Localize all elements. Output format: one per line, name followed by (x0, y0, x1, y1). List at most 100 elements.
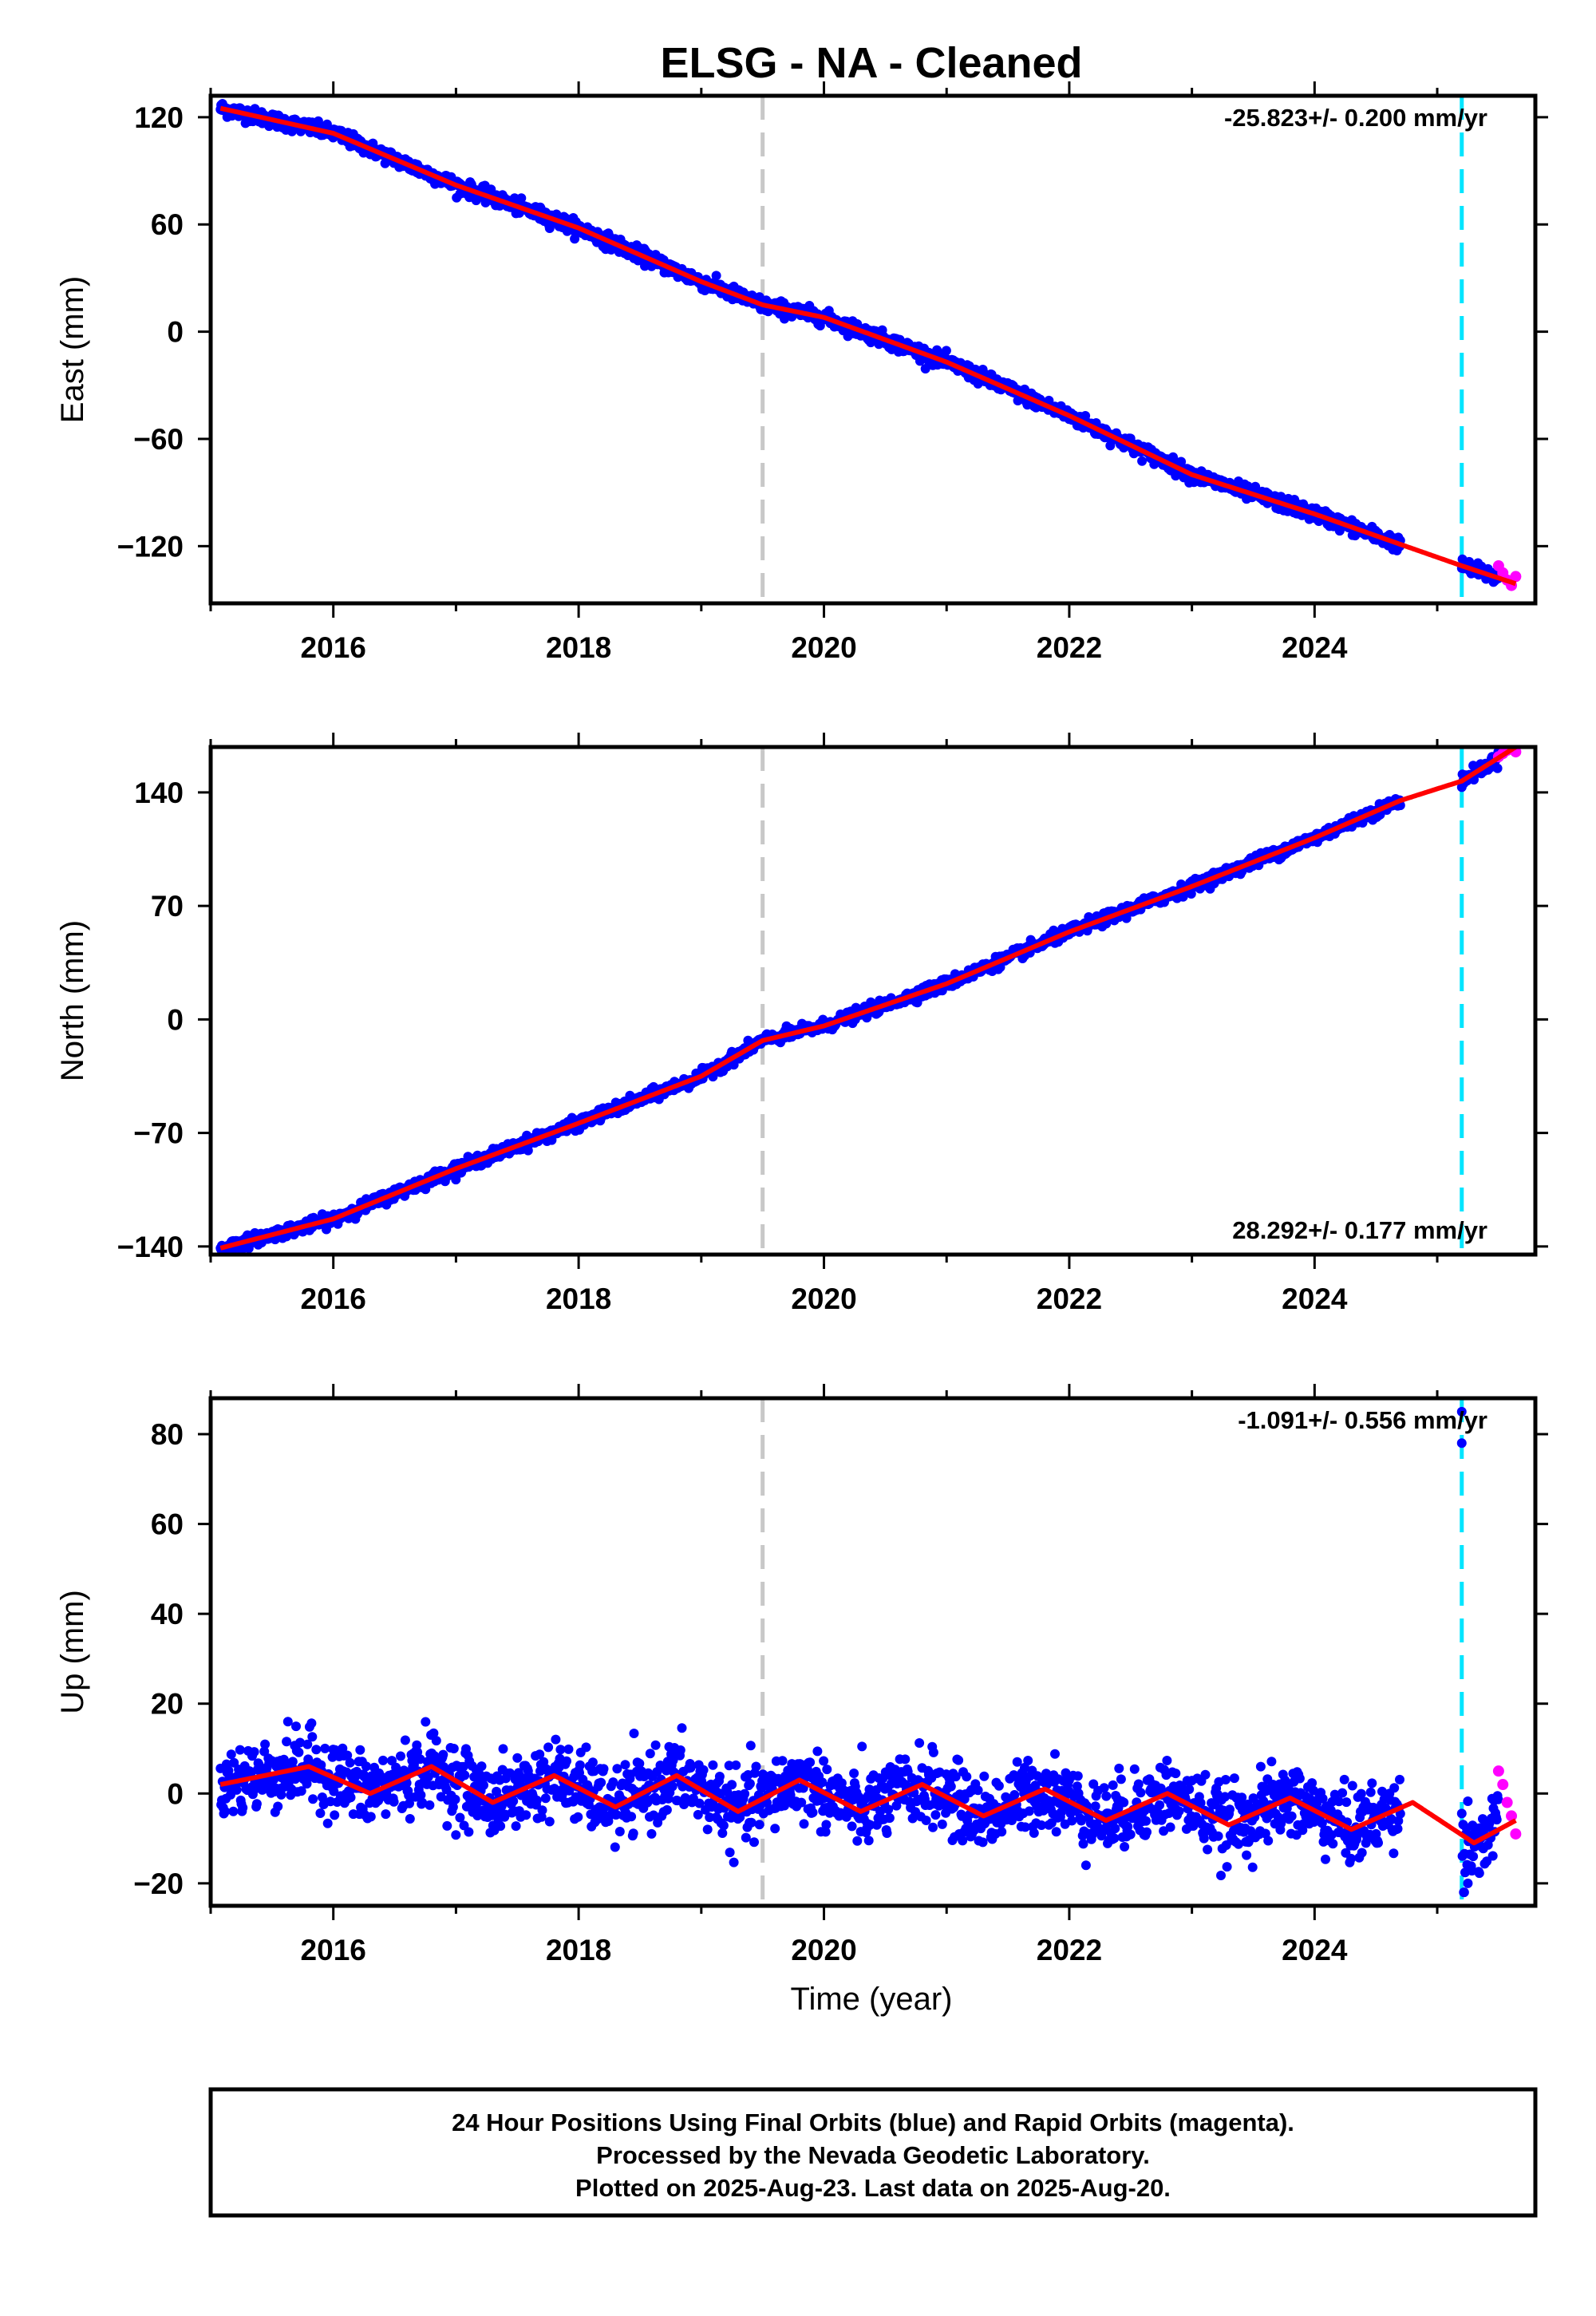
data-point (228, 1806, 239, 1816)
data-point (573, 1812, 583, 1822)
data-point (626, 1812, 637, 1822)
data-point (460, 1770, 470, 1780)
data-point (646, 1828, 657, 1839)
y-tick-label: 120 (134, 101, 184, 134)
model-fit-line (219, 105, 1517, 587)
data-point (1050, 1749, 1060, 1759)
data-point (273, 1801, 283, 1812)
data-point (941, 346, 951, 356)
data-point (745, 1779, 755, 1788)
data-point (381, 1809, 391, 1820)
data-point (863, 1836, 874, 1846)
data-point (540, 1793, 551, 1804)
data-point (231, 1784, 242, 1795)
data-point (954, 1755, 964, 1765)
data-point (405, 1814, 415, 1824)
data-point (821, 1820, 832, 1830)
rapid-point (1510, 571, 1522, 583)
data-point (915, 1738, 925, 1748)
data-point (543, 1742, 554, 1753)
data-point (235, 1745, 245, 1755)
data-point (819, 1756, 829, 1766)
data-point (928, 1747, 938, 1757)
data-point (294, 1747, 304, 1757)
data-point (808, 1808, 818, 1818)
data-point (978, 1837, 988, 1848)
data-point (930, 1810, 941, 1820)
data-point (979, 1771, 990, 1781)
data-point (884, 1813, 895, 1823)
data-point (662, 1804, 672, 1815)
data-point (628, 1828, 638, 1839)
data-point (562, 1756, 571, 1766)
data-point (581, 1742, 591, 1753)
data-point (667, 1781, 678, 1792)
y-tick-label: −120 (117, 530, 184, 563)
data-point (346, 1792, 356, 1803)
data-point (260, 1739, 271, 1749)
data-point (308, 1794, 318, 1804)
data-point (508, 1796, 519, 1806)
data-point (1029, 1828, 1039, 1838)
y-tick-label: 140 (134, 777, 184, 809)
data-point (442, 1820, 452, 1831)
data-point (355, 1745, 365, 1755)
chart-title: ELSG - NA - Cleaned (660, 39, 1082, 87)
data-point (777, 1756, 788, 1766)
data-point (847, 1821, 857, 1832)
data-point (220, 1806, 231, 1816)
data-point (361, 1761, 371, 1772)
data-point (852, 1836, 863, 1846)
data-point (496, 1821, 506, 1832)
data-point (451, 1175, 461, 1185)
data-point (900, 1754, 911, 1765)
data-point (378, 1755, 388, 1765)
data-point (521, 1810, 531, 1820)
x-tick-label: 2018 (546, 631, 611, 664)
data-point (306, 1718, 317, 1729)
data-point (729, 1857, 739, 1867)
data-point (249, 1747, 259, 1757)
data-point (537, 1805, 547, 1816)
data-point (400, 1735, 410, 1745)
data-point (805, 1757, 816, 1768)
data-point (544, 1816, 555, 1827)
x-tick-label: 2018 (546, 1282, 611, 1315)
data-point (741, 1832, 751, 1843)
data-point (251, 1799, 262, 1809)
data-point (311, 1745, 322, 1755)
velocity-label: 28.292+/- 0.177 mm/yr (1232, 1216, 1487, 1244)
data-point (498, 1744, 508, 1754)
data-point (563, 1744, 574, 1754)
data-point (614, 1827, 625, 1836)
data-point (464, 1827, 474, 1837)
data-point (946, 1781, 956, 1792)
data-point (994, 1780, 1004, 1791)
data-point (345, 1757, 355, 1768)
data-point (587, 1757, 598, 1768)
data-point (315, 1808, 326, 1818)
x-tick-label: 2022 (1037, 1282, 1102, 1315)
final-orbit-points (215, 1406, 1503, 1898)
final-orbit-points (215, 747, 1503, 1255)
data-point (727, 1780, 737, 1790)
data-point (1051, 1827, 1061, 1837)
data-point (389, 1796, 399, 1807)
data-point (882, 1828, 892, 1838)
data-point (745, 1741, 756, 1751)
data-point (677, 1723, 687, 1733)
data-point (282, 1717, 293, 1727)
data-point (1137, 456, 1148, 466)
data-point (479, 1780, 488, 1790)
data-point (1023, 1756, 1033, 1765)
x-tick-label: 2024 (1282, 1282, 1348, 1315)
x-tick-label: 2020 (791, 631, 856, 664)
data-point (320, 1743, 330, 1753)
data-point (451, 1830, 461, 1840)
velocity-label: -25.823+/- 0.200 mm/yr (1224, 104, 1487, 132)
data-point (512, 1753, 523, 1763)
data-point (718, 1820, 729, 1831)
data-point (725, 1848, 735, 1858)
plot-area (215, 1398, 1522, 1906)
data-point (770, 1824, 780, 1834)
